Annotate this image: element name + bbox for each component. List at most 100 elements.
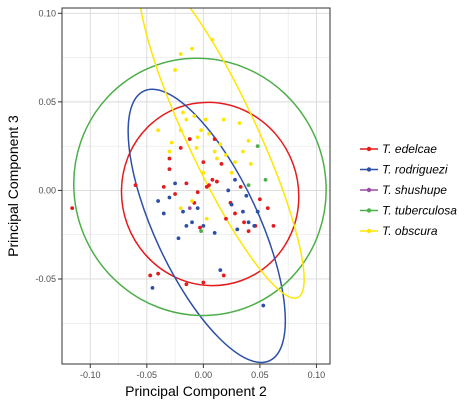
point-t-obscura bbox=[224, 153, 228, 157]
point-t-obscura bbox=[190, 199, 194, 203]
point-t-obscura bbox=[178, 52, 183, 56]
point-t-edelcae bbox=[271, 223, 276, 228]
point-t-obscura bbox=[169, 140, 174, 145]
point-t-obscura bbox=[195, 135, 200, 140]
point-t-obscura bbox=[190, 46, 194, 51]
point-t-obscura bbox=[192, 114, 197, 118]
ellipse-t-rodriguezi bbox=[127, 88, 287, 364]
point-t-obscura bbox=[221, 117, 226, 122]
point-t-edelcae bbox=[198, 225, 202, 230]
point-t-shushupe bbox=[187, 206, 192, 211]
point-t-edelcae bbox=[156, 271, 161, 276]
point-t-edelcae bbox=[173, 192, 177, 196]
point-t-edelcae bbox=[219, 161, 224, 166]
point-t-obscura bbox=[167, 149, 172, 154]
point-t-rodriguezi bbox=[244, 193, 249, 198]
point-t-rodriguezi bbox=[150, 285, 155, 290]
y-tick-label: 0.10 bbox=[38, 8, 56, 18]
point-t-tuberculosa bbox=[255, 144, 260, 149]
point-t-obscura bbox=[178, 206, 183, 211]
y-axis-title: Principal Component 3 bbox=[5, 115, 21, 257]
point-t-rodriguezi bbox=[241, 209, 245, 214]
point-t-edelcae bbox=[246, 229, 251, 234]
point-t-rodriguezi bbox=[218, 268, 223, 273]
point-t-rodriguezi bbox=[212, 231, 217, 235]
point-t-rodriguezi bbox=[261, 303, 266, 308]
legend-key-point-t-tuberculosa bbox=[366, 208, 372, 213]
point-t-rodriguezi bbox=[173, 181, 177, 186]
point-t-obscura bbox=[173, 68, 177, 72]
point-t-rodriguezi bbox=[161, 211, 166, 216]
ellipse-t-edelcae bbox=[120, 101, 300, 287]
point-t-obscura bbox=[207, 131, 211, 136]
point-t-rodriguezi bbox=[255, 209, 260, 214]
legend-key-point-t-rodriguezi bbox=[366, 167, 372, 172]
point-t-edelcae bbox=[210, 177, 215, 182]
legend-label-t-tuberculosa: T. tuberculosa bbox=[382, 204, 457, 218]
point-t-rodriguezi bbox=[226, 188, 231, 193]
x-axis-title: Principal Component 2 bbox=[125, 383, 267, 399]
point-t-edelcae bbox=[207, 183, 211, 188]
point-t-edelcae bbox=[70, 206, 75, 211]
point-t-rodriguezi bbox=[252, 223, 257, 228]
data-points bbox=[70, 37, 276, 308]
point-t-edelcae bbox=[265, 206, 270, 211]
legend-label-t-edelcae: T. edelcae bbox=[382, 142, 437, 156]
plot-border bbox=[61, 7, 331, 365]
point-t-edelcae bbox=[178, 146, 183, 150]
y-tick-label: 0.05 bbox=[38, 97, 56, 107]
point-t-obscura bbox=[181, 110, 185, 115]
point-t-rodriguezi bbox=[195, 206, 200, 211]
point-t-obscura bbox=[203, 117, 208, 122]
y-tick-label: 0.00 bbox=[38, 185, 56, 195]
point-t-obscura bbox=[229, 170, 234, 175]
point-t-edelcae bbox=[212, 137, 217, 141]
point-t-obscura bbox=[237, 121, 242, 126]
point-t-obscura bbox=[233, 160, 237, 164]
point-t-rodriguezi bbox=[184, 223, 189, 228]
point-t-edelcae bbox=[233, 211, 237, 216]
point-t-obscura bbox=[246, 138, 251, 143]
x-tick-label: 0.00 bbox=[195, 370, 213, 380]
x-tick-label: -0.05 bbox=[137, 370, 158, 380]
point-t-edelcae bbox=[133, 183, 138, 188]
point-t-obscura bbox=[199, 128, 203, 133]
legend-label-t-rodriguezi: T. rodriguezi bbox=[382, 163, 448, 177]
point-t-obscura bbox=[156, 128, 161, 133]
point-t-obscura bbox=[204, 216, 209, 221]
ellipse-t-obscura bbox=[137, 8, 305, 299]
point-t-rodriguezi bbox=[201, 223, 206, 228]
point-t-obscura bbox=[212, 149, 217, 154]
point-t-obscura bbox=[241, 149, 245, 154]
point-t-edelcae bbox=[148, 273, 153, 278]
point-t-obscura bbox=[218, 142, 223, 147]
point-t-obscura bbox=[215, 156, 219, 161]
legend-key-point-t-shushupe bbox=[366, 187, 372, 193]
point-t-obscura bbox=[248, 161, 253, 166]
point-t-edelcae bbox=[238, 184, 243, 189]
axis-ticks: -0.10 -0.05 0.00 0.05 0.10 -0.05 0.00 0.05 0.10 bbox=[35, 8, 325, 380]
point-t-rodriguezi bbox=[190, 220, 194, 225]
legend-key-point-t-edelcae bbox=[366, 146, 372, 152]
point-t-obscura bbox=[201, 170, 206, 175]
y-tick-label: -0.05 bbox=[35, 274, 56, 284]
point-t-edelcae bbox=[195, 190, 200, 195]
legend-label-t-obscura: T. obscura bbox=[382, 224, 438, 238]
point-t-obscura bbox=[184, 117, 189, 122]
point-t-edelcae bbox=[201, 160, 206, 164]
legend-label-t-shushupe: T. shushupe bbox=[382, 183, 447, 197]
point-t-obscura bbox=[210, 37, 215, 42]
point-t-rodriguezi bbox=[229, 202, 234, 207]
point-t-rodriguezi bbox=[233, 177, 237, 182]
point-t-edelcae bbox=[187, 137, 192, 141]
point-t-edelcae bbox=[215, 179, 219, 184]
point-t-obscura bbox=[178, 128, 183, 133]
point-t-tuberculosa bbox=[263, 177, 268, 182]
x-tick-label: 0.10 bbox=[308, 370, 326, 380]
legend: T. edelcae T. rodriguezi T. shushupe T. tub… bbox=[360, 142, 457, 238]
point-t-rodriguezi bbox=[235, 227, 240, 232]
point-t-tuberculosa bbox=[199, 229, 203, 234]
point-t-edelcae bbox=[184, 282, 189, 287]
point-t-edelcae bbox=[201, 280, 206, 285]
